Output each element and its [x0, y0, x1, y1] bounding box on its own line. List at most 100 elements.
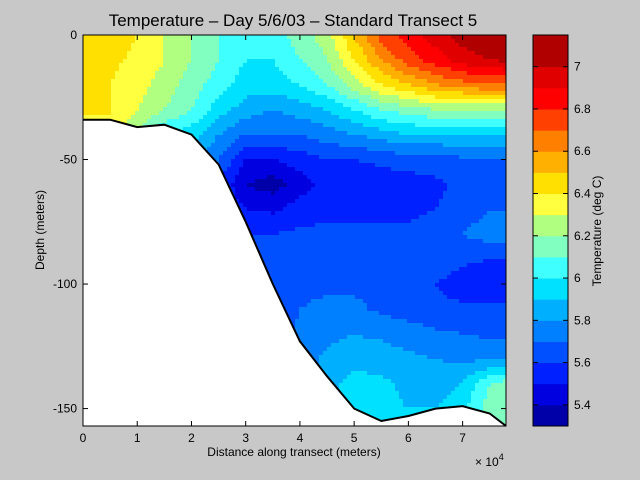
heatmap-cell	[91, 39, 96, 44]
heatmap-cell	[279, 79, 284, 84]
heatmap-cell	[279, 287, 284, 292]
heatmap-cell	[251, 211, 256, 216]
heatmap-cell	[211, 131, 216, 136]
heatmap-cell	[219, 163, 224, 168]
heatmap-cell	[263, 123, 268, 128]
heatmap-cell	[259, 135, 264, 140]
heatmap-cell	[155, 91, 160, 96]
heatmap-cell	[267, 215, 272, 220]
heatmap-cell	[151, 99, 156, 104]
heatmap-cell	[251, 131, 256, 136]
heatmap-cell	[263, 135, 268, 140]
heatmap-cell	[107, 63, 112, 68]
heatmap-cell	[187, 95, 192, 100]
heatmap-cell	[247, 87, 252, 92]
heatmap-cell	[271, 215, 276, 220]
heatmap-cell	[191, 47, 196, 52]
heatmap-cell	[263, 171, 268, 176]
heatmap-cell	[283, 203, 288, 208]
heatmap-cell	[267, 55, 272, 60]
heatmap-cell	[179, 103, 184, 108]
heatmap-cell	[239, 183, 244, 188]
heatmap-cell	[271, 43, 276, 48]
heatmap-cell	[259, 115, 264, 120]
heatmap-cell	[159, 107, 164, 112]
heatmap-cell	[247, 47, 252, 52]
heatmap-cell	[283, 287, 288, 292]
heatmap-cell	[251, 83, 256, 88]
heatmap-cell	[271, 179, 276, 184]
heatmap-cell	[267, 191, 272, 196]
heatmap-cell	[263, 155, 268, 160]
heatmap-cell	[263, 207, 268, 212]
heatmap-cell	[159, 63, 164, 68]
heatmap-cell	[239, 91, 244, 96]
heatmap-cell	[239, 127, 244, 132]
heatmap-cell	[227, 79, 232, 84]
heatmap-cell	[103, 55, 108, 60]
heatmap-cell	[215, 75, 220, 80]
heatmap-cell	[83, 99, 88, 104]
heatmap-cell	[99, 115, 104, 120]
heatmap-cell	[247, 123, 252, 128]
heatmap-cell	[239, 35, 244, 40]
heatmap-cell	[151, 107, 156, 112]
heatmap-cell	[183, 59, 188, 64]
heatmap-cell	[95, 95, 100, 100]
heatmap-cell	[207, 99, 212, 104]
heatmap-cell	[151, 63, 156, 68]
heatmap-cell	[275, 267, 280, 272]
heatmap-cell	[271, 243, 276, 248]
heatmap-cell	[195, 35, 200, 40]
heatmap-cell	[139, 107, 144, 112]
heatmap-cell	[235, 127, 240, 132]
heatmap-cell	[155, 115, 160, 120]
heatmap-cell	[283, 207, 288, 212]
heatmap-cell	[267, 91, 272, 96]
heatmap-cell	[275, 119, 280, 124]
heatmap-cell	[99, 111, 104, 116]
heatmap-cell	[227, 35, 232, 40]
heatmap-cell	[235, 103, 240, 108]
heatmap-cell	[259, 91, 264, 96]
heatmap-cell	[271, 91, 276, 96]
heatmap-cell	[107, 107, 112, 112]
heatmap-cell	[283, 99, 288, 104]
heatmap-cell	[235, 51, 240, 56]
heatmap-cell	[283, 139, 288, 144]
heatmap-cell	[207, 119, 212, 124]
heatmap-cell	[255, 167, 260, 172]
heatmap-cell	[267, 59, 272, 64]
heatmap-cell	[183, 95, 188, 100]
heatmap-cell	[191, 71, 196, 76]
heatmap-cell	[283, 291, 288, 296]
heatmap-cell	[147, 79, 152, 84]
heatmap-cell	[279, 131, 284, 136]
heatmap-cell	[251, 231, 256, 236]
heatmap-cell	[267, 51, 272, 56]
heatmap-cell	[231, 175, 236, 180]
heatmap-cell	[235, 35, 240, 40]
heatmap-cell	[227, 63, 232, 68]
heatmap-cell	[283, 263, 288, 268]
heatmap-cell	[231, 55, 236, 60]
heatmap-cell	[167, 91, 172, 96]
heatmap-cell	[111, 63, 116, 68]
heatmap-cell	[275, 175, 280, 180]
heatmap-cell	[227, 111, 232, 116]
heatmap-cell	[155, 55, 160, 60]
heatmap-cell	[263, 139, 268, 144]
heatmap-cell	[139, 59, 144, 64]
heatmap-cell	[171, 51, 176, 56]
heatmap-cell	[219, 55, 224, 60]
heatmap-cell	[279, 255, 284, 260]
heatmap-cell	[91, 47, 96, 52]
heatmap-cell	[139, 71, 144, 76]
heatmap-cell	[267, 135, 272, 140]
heatmap-cell	[267, 115, 272, 120]
heatmap-cell	[279, 95, 284, 100]
heatmap-cell	[283, 35, 288, 40]
heatmap-cell	[223, 39, 228, 44]
heatmap-cell	[107, 75, 112, 80]
heatmap-cell	[255, 159, 260, 164]
